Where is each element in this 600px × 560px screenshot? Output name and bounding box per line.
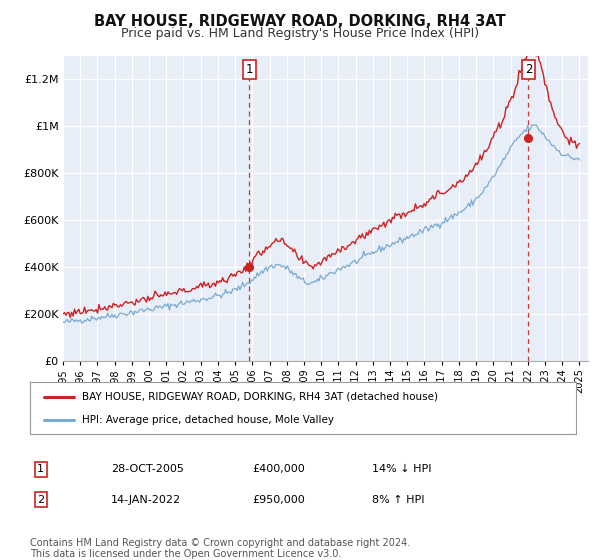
Text: 2: 2 [37,494,44,505]
Text: 14-JAN-2022: 14-JAN-2022 [111,494,181,505]
Text: 14% ↓ HPI: 14% ↓ HPI [372,464,431,474]
Text: BAY HOUSE, RIDGEWAY ROAD, DORKING, RH4 3AT (detached house): BAY HOUSE, RIDGEWAY ROAD, DORKING, RH4 3… [82,391,438,402]
Text: £400,000: £400,000 [252,464,305,474]
Text: 8% ↑ HPI: 8% ↑ HPI [372,494,425,505]
Text: 1: 1 [245,63,253,76]
Text: BAY HOUSE, RIDGEWAY ROAD, DORKING, RH4 3AT: BAY HOUSE, RIDGEWAY ROAD, DORKING, RH4 3… [94,14,506,29]
Text: 2: 2 [524,63,532,76]
Text: 1: 1 [37,464,44,474]
Text: Contains HM Land Registry data © Crown copyright and database right 2024.
This d: Contains HM Land Registry data © Crown c… [30,538,410,559]
Text: £950,000: £950,000 [252,494,305,505]
Text: Price paid vs. HM Land Registry's House Price Index (HPI): Price paid vs. HM Land Registry's House … [121,27,479,40]
Text: HPI: Average price, detached house, Mole Valley: HPI: Average price, detached house, Mole… [82,415,334,425]
Text: 28-OCT-2005: 28-OCT-2005 [111,464,184,474]
